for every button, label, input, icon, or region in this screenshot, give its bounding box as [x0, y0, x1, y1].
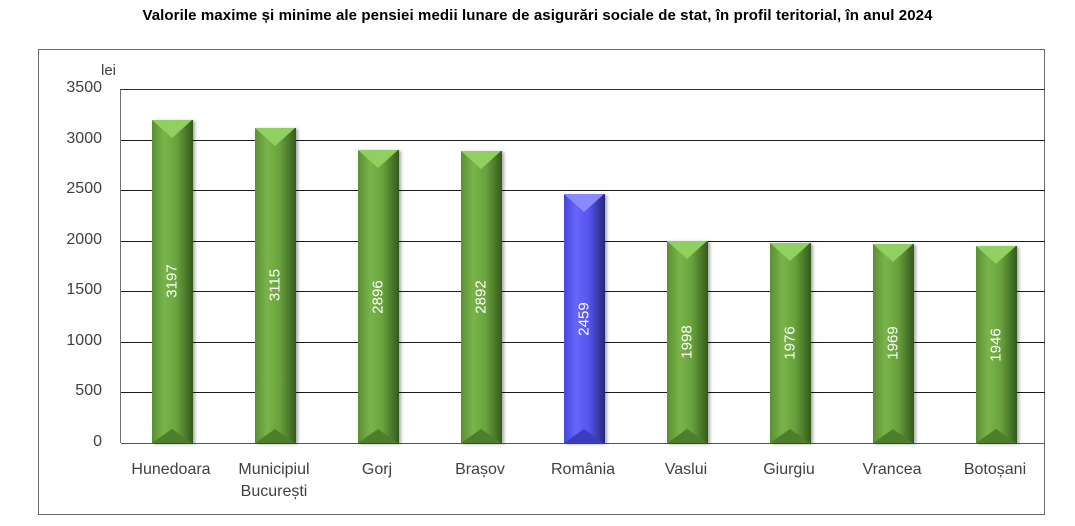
bar-value-label: 1998: [678, 325, 696, 359]
y-tick-label: 1000: [66, 331, 102, 349]
x-tick-label-line: Hunedoara: [131, 461, 211, 478]
x-tick-label-line: Botoșani: [963, 461, 1027, 478]
bar-bevel-top: [769, 243, 810, 262]
x-tick-label-line: Vrancea: [862, 461, 922, 478]
x-tick-label: Brașov: [425, 459, 535, 481]
x-tick-label-line: Municipiul: [238, 461, 310, 478]
bar-bevel-bottom: [151, 429, 192, 443]
bar-brașov: 2892: [460, 150, 502, 443]
bar-bevel-bottom: [254, 429, 295, 443]
bar-value-label: 2459: [575, 301, 593, 336]
gridline: [121, 190, 1045, 192]
y-tick-label: 3500: [66, 79, 102, 96]
bar-gorj: 2896: [357, 150, 399, 443]
bar-municipiul-bucurești: 3115: [254, 127, 296, 443]
x-tick-label: Giurgiu: [734, 459, 844, 481]
bar-bevel-bottom: [460, 429, 501, 443]
bar-vaslui: 1998: [666, 240, 708, 443]
y-tick-label: 0: [93, 433, 102, 450]
bar-bevel-top: [357, 150, 398, 169]
bar-bevel-top: [872, 243, 913, 262]
bar-bevel-bottom: [769, 429, 810, 443]
bar-bevel-bottom: [563, 429, 604, 443]
bar-value-label: 2896: [369, 279, 387, 314]
bar-bevel-top: [975, 246, 1016, 265]
bar-vrancea: 1969: [872, 243, 914, 443]
x-tick-label: Gorj: [322, 459, 432, 481]
x-tick-label-line: Giurgiu: [763, 461, 815, 478]
x-tick-label: Hunedoara: [116, 459, 226, 481]
x-tick-label: România: [528, 459, 638, 481]
bar-bevel-top: [254, 127, 295, 146]
bar-bevel-top: [666, 240, 707, 259]
bar-bevel-top: [460, 150, 501, 169]
x-tick-label: Vrancea: [837, 459, 947, 481]
x-tick-label-line: România: [550, 461, 616, 478]
y-tick-label: 2500: [66, 180, 102, 198]
bar-bevel-bottom: [975, 429, 1016, 443]
bar-value-label: 1946: [987, 327, 1005, 362]
x-tick-label-line: Gorj: [361, 461, 393, 478]
bar-value-label: 3197: [163, 264, 181, 299]
chart-title: Valorile maxime și minime ale pensiei me…: [142, 7, 933, 24]
bar-bevel-bottom: [357, 429, 398, 443]
bar-bevel-bottom: [872, 429, 913, 443]
x-tick-label: Vaslui: [631, 459, 741, 481]
y-tick-label: 3000: [66, 129, 102, 147]
bar-value-label: 3115: [266, 269, 284, 302]
y-tick-label: 2000: [66, 230, 102, 248]
y-axis-unit-label: lei: [101, 62, 117, 79]
bar-value-label: 2892: [472, 280, 490, 314]
gridline: [121, 139, 1045, 141]
x-tick-label: Botoșani: [940, 459, 1050, 481]
bar-bevel-bottom: [666, 429, 707, 443]
bar-giurgiu: 1976: [769, 243, 811, 443]
plot-area: 3197 3115 2896 2892 2459 1998 1976 1969 1946: [120, 89, 1045, 444]
bar-bevel-top: [563, 194, 604, 213]
bar-botoșani: 1946: [975, 246, 1017, 443]
y-tick-label: 1500: [66, 281, 102, 299]
x-tick-label-line: Vaslui: [664, 461, 708, 478]
y-tick-label: 500: [75, 382, 102, 400]
bar-hunedoara: 3197: [151, 119, 193, 443]
x-tick-label-line: Brașov: [455, 461, 505, 478]
x-tick-label-line: București: [240, 483, 308, 500]
bar-value-label: 1976: [781, 326, 799, 360]
bar-românia: 2459: [563, 194, 605, 443]
bar-bevel-top: [151, 119, 192, 138]
x-tick-label: Municipiul București: [219, 459, 329, 503]
x-axis-line: [121, 443, 1045, 444]
bar-value-label: 1969: [884, 326, 902, 361]
